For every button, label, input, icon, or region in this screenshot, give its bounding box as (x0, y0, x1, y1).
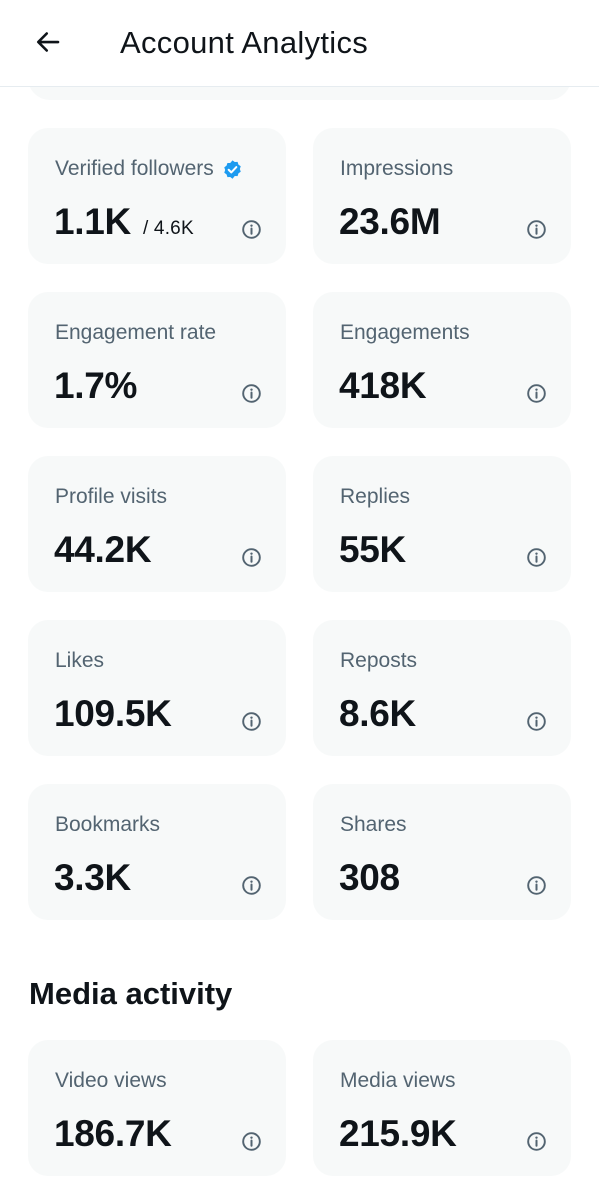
info-button[interactable] (240, 710, 262, 732)
metric-card-video-views[interactable]: Video views 186.7K (28, 1040, 286, 1176)
metric-value: 23.6M (339, 201, 441, 242)
back-button[interactable] (28, 22, 68, 62)
metric-value: 186.7K (54, 1113, 172, 1154)
info-button[interactable] (525, 874, 547, 896)
metric-value: 3.3K (54, 857, 131, 898)
metric-value: 55K (339, 529, 406, 570)
metric-card-shares[interactable]: Shares 308 (313, 784, 571, 920)
metric-value: 109.5K (54, 693, 172, 734)
info-button[interactable] (525, 710, 547, 732)
verified-badge-icon (224, 159, 241, 179)
info-circle-icon (241, 383, 261, 403)
metric-card-bookmarks[interactable]: Bookmarks 3.3K (28, 784, 286, 920)
info-circle-icon (526, 547, 546, 567)
metric-label: Engagement rate (55, 321, 217, 344)
metric-value: 308 (339, 857, 400, 898)
metric-card-profile-visits[interactable]: Profile visits 44.2K (28, 456, 286, 592)
metric-label: Replies (340, 485, 411, 508)
info-circle-icon (526, 1131, 546, 1151)
top-app-bar: Account Analytics (0, 0, 599, 87)
metric-value: 44.2K (54, 529, 152, 570)
metrics-grid: Verified followers 1.1K / 4.6K Impression… (28, 128, 571, 920)
metric-label: Bookmarks (55, 813, 161, 836)
metric-value: 418K (339, 365, 427, 406)
info-circle-icon (241, 711, 261, 731)
info-circle-icon (241, 1131, 261, 1151)
metric-label: Impressions (340, 157, 454, 180)
info-circle-icon (526, 219, 546, 239)
info-circle-icon (526, 875, 546, 895)
metric-card-engagement-rate[interactable]: Engagement rate 1.7% (28, 292, 286, 428)
info-circle-icon (526, 383, 546, 403)
metric-value: 8.6K (339, 693, 416, 734)
metric-value: 1.7% (54, 365, 138, 406)
metric-card-media-views[interactable]: Media views 215.9K (313, 1040, 571, 1176)
metric-card-replies[interactable]: Replies 55K (313, 456, 571, 592)
info-circle-icon (241, 547, 261, 567)
metric-label: Verified followers (55, 157, 214, 180)
info-button[interactable] (240, 546, 262, 568)
info-circle-icon (241, 875, 261, 895)
metric-label: Likes (55, 649, 105, 672)
info-circle-icon (241, 219, 261, 239)
info-button[interactable] (240, 382, 262, 404)
metric-label: Media views (340, 1069, 456, 1092)
info-button[interactable] (525, 218, 547, 240)
info-button[interactable] (525, 382, 547, 404)
metric-value: 215.9K (339, 1113, 457, 1154)
metric-label: Profile visits (55, 485, 168, 508)
metric-label: Video views (55, 1069, 167, 1092)
metric-value: 1.1K (54, 201, 131, 242)
metric-card-likes[interactable]: Likes 109.5K (28, 620, 286, 756)
metric-card-impressions[interactable]: Impressions 23.6M (313, 128, 571, 264)
metric-label: Shares (340, 813, 407, 836)
arrow-left-icon (36, 32, 60, 52)
media-activity-heading: Media activity (29, 976, 233, 1011)
info-button[interactable] (240, 1130, 262, 1152)
info-button[interactable] (240, 874, 262, 896)
info-button[interactable] (240, 218, 262, 240)
metric-card-engagements[interactable]: Engagements 418K (313, 292, 571, 428)
metric-label: Reposts (340, 649, 418, 672)
info-circle-icon (526, 711, 546, 731)
metric-value-wrapper: 1.1K / 4.6K (54, 200, 194, 251)
metric-label-wrapper: Verified followers (55, 155, 243, 183)
info-button[interactable] (525, 1130, 547, 1152)
info-button[interactable] (525, 546, 547, 568)
metric-label: Engagements (340, 321, 470, 344)
metric-card-reposts[interactable]: Reposts 8.6K (313, 620, 571, 756)
metric-total: / 4.6K (142, 218, 194, 239)
page-title: Account Analytics (120, 25, 369, 60)
media-metrics-grid: Video views 186.7K Media views 215.9K (28, 1040, 571, 1176)
metric-card-verified-followers[interactable]: Verified followers 1.1K / 4.6K (28, 128, 286, 264)
